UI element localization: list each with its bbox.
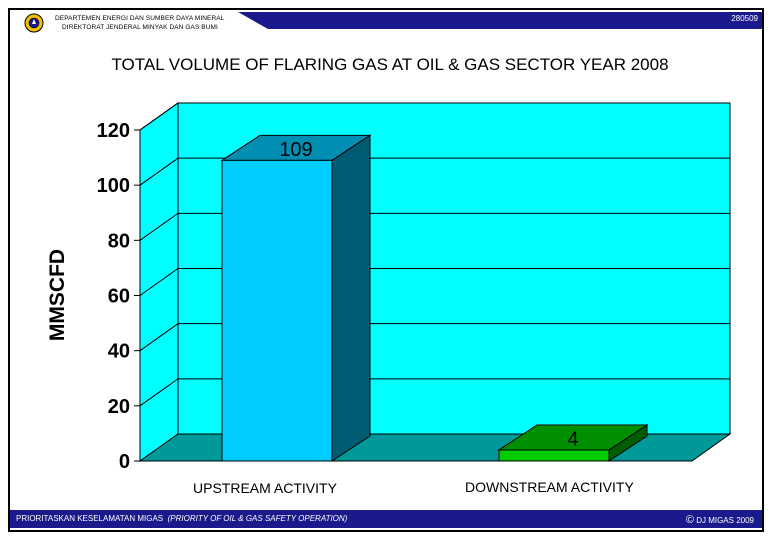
org-name-line1: DEPARTEMEN ENERGI DAN SUMBER DAYA MINERA… [55,15,225,22]
y-tick-label: 0 [119,451,130,473]
gridline [139,378,730,407]
y-tick-label: 60 [108,286,130,308]
footer-copyright-text: DJ MIGAS 2009 [696,516,754,525]
org-name-line2: DIREKTORAT JENDERAL MINYAK DAN GAS BUMI [62,24,218,31]
ministry-emblem-icon [24,13,44,33]
gridline [139,102,730,131]
chart-title: TOTAL VOLUME OF FLARING GAS AT OIL & GAS… [111,55,669,74]
gridline [139,268,730,296]
slide-frame [8,8,764,532]
header-wedge [238,12,268,29]
header-left-panel [20,11,268,33]
bar-data-label: 4 [567,428,578,450]
gridline [139,323,730,352]
y-tick-label: 40 [108,341,130,363]
x-category-label-upstream: UPSTREAM ACTIVITY [193,480,337,496]
copyright-icon: © [685,514,694,526]
y-tick-label: 100 [97,175,130,197]
y-tick-label: 80 [108,230,130,252]
footer-slogan-text: PRIORITASKAN KESELAMATAN MIGAS [16,514,164,523]
footer-slogan: PRIORITASKAN KESELAMATAN MIGAS (PRIORITY… [16,514,347,523]
bar [221,159,333,462]
y-tick-label: 120 [97,120,130,142]
slide-code: 280509 [731,14,758,23]
gridline [139,157,730,186]
gridline [139,212,730,241]
bar-side [331,134,371,462]
footer-slogan-italic: (PRIORITY OF OIL & GAS SAFETY OPERATION) [167,514,348,523]
footer-copyright: © DJ MIGAS 2009 [686,514,754,526]
header-bar [268,12,762,29]
footer-bar [10,510,762,528]
y-tick-label: 20 [108,396,130,418]
bar-data-label: 109 [279,139,312,161]
bar [498,449,610,462]
x-category-label-downstream: DOWNSTREAM ACTIVITY [465,479,634,495]
